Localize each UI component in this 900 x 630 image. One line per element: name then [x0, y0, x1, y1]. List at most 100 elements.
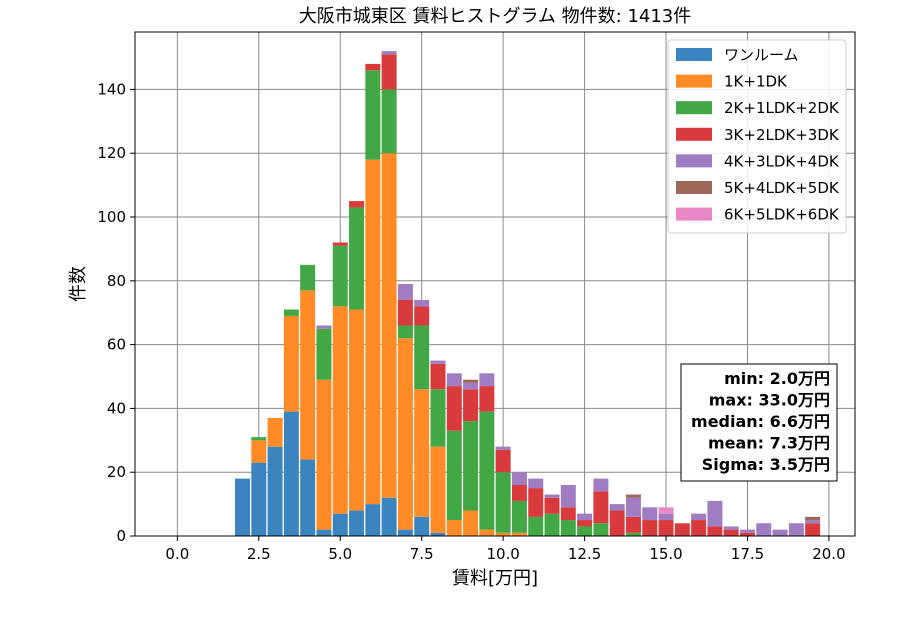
bar-s4-b26 [658, 513, 674, 521]
bar-s2-b4 [300, 264, 316, 291]
x-tick-label-8: 20.0 [812, 545, 845, 563]
bar-s2-b13 [446, 430, 462, 521]
stats-box-frame [680, 363, 838, 482]
bar-s4-b28 [691, 513, 707, 521]
bar-s0-b1 [251, 462, 267, 536]
bar-s3-b20 [560, 507, 576, 521]
bar-s1-b8 [365, 159, 381, 505]
y-tick-label-7: 140 [97, 80, 126, 98]
bar-s5-b35 [805, 516, 821, 521]
bar-s2-b3 [283, 309, 299, 316]
bar-s2-b10 [397, 325, 413, 339]
legend-swatch-4 [676, 154, 712, 168]
bar-s4-b15 [479, 373, 495, 387]
bar-s0-b6 [332, 513, 348, 536]
stats-line-1: max: 33.0万円 [709, 391, 830, 410]
bar-s3-b14 [463, 389, 479, 422]
stats-line-0: min: 2.0万円 [724, 369, 830, 388]
bar-s1-b6 [332, 306, 348, 514]
bar-s0-b0 [235, 478, 251, 536]
bar-s0-b5 [316, 529, 332, 536]
bar-s0-b2 [267, 446, 283, 536]
bar-s1-b9 [381, 153, 397, 498]
bar-s3-b9 [381, 54, 397, 90]
bar-s3-b21 [577, 520, 593, 527]
x-tick-label-4: 10.0 [486, 545, 519, 563]
stats-line-2: median: 6.6万円 [691, 412, 830, 431]
stats-box: min: 2.0万円 max: 33.0万円 median: 6.6万円 mean: … [680, 363, 838, 482]
bar-s4-b29 [707, 500, 723, 527]
bar-s3-b31 [739, 532, 755, 536]
bar-s4-b19 [544, 494, 560, 498]
y-tick-label-1: 20 [107, 463, 126, 481]
bar-s3-b25 [642, 520, 658, 536]
bar-s3-b17 [511, 484, 527, 501]
bar-s3-b28 [691, 520, 707, 536]
legend-label-3: 3K+2LDK+3DK [724, 126, 840, 144]
bar-s6-b26 [658, 507, 674, 514]
bar-s0-b9 [381, 497, 397, 536]
bar-s0-b7 [349, 510, 365, 536]
bar-s1-b14 [463, 510, 479, 536]
bar-s2-b19 [544, 513, 560, 536]
bars-group [235, 51, 821, 536]
bar-s4-b31 [739, 529, 755, 533]
chart-title: 大阪市城東区 賃料ヒストグラム 物件数: 1413件 [299, 6, 692, 27]
bar-s1-b2 [267, 417, 283, 447]
bar-s3-b10 [397, 299, 413, 326]
x-tick-label-3: 7.5 [410, 545, 434, 563]
legend-label-0: ワンルーム [724, 46, 799, 64]
bar-s3-b12 [430, 363, 446, 390]
bar-s1-b15 [479, 529, 495, 536]
bar-s2-b15 [479, 411, 495, 530]
x-axis-label: 賃料[万円] [452, 568, 538, 589]
bar-s2-b22 [593, 523, 609, 536]
legend-swatch-3 [676, 127, 712, 141]
bar-s4-b25 [642, 507, 658, 521]
legend-label-6: 6K+5LDK+6DK [724, 206, 840, 224]
legend-label-5: 5K+4LDK+5DK [724, 179, 840, 197]
y-tick-label-2: 40 [107, 399, 126, 417]
bar-s2-b17 [511, 500, 527, 533]
bar-s4-b18 [528, 478, 544, 489]
bar-s2-b6 [332, 245, 348, 307]
x-tick-label-1: 2.5 [247, 545, 271, 563]
bar-s4-b5 [316, 325, 332, 329]
legend-swatch-0 [676, 48, 712, 61]
bar-s1-b17 [511, 532, 527, 536]
bar-s3-b27 [674, 523, 690, 536]
y-tick-label-4: 80 [107, 272, 126, 290]
bar-s4-b14 [463, 382, 479, 390]
bar-s4-b12 [430, 360, 446, 364]
bar-s4-b17 [511, 472, 527, 485]
bar-s1-b7 [349, 309, 365, 511]
bar-s1-b5 [316, 379, 332, 530]
x-tick-label-7: 17.5 [731, 545, 764, 563]
bar-s4-b24 [625, 497, 641, 517]
bar-s2-b11 [414, 325, 430, 390]
bar-s4-b10 [397, 284, 413, 300]
bar-s3-b18 [528, 488, 544, 517]
bar-s2-b8 [365, 70, 381, 160]
bar-s2-b14 [463, 421, 479, 511]
bar-s5-b14 [463, 379, 479, 383]
bar-s2-b9 [381, 89, 397, 154]
bar-s1-b13 [446, 520, 462, 536]
bar-s1-b11 [414, 389, 430, 517]
bar-s3-b11 [414, 306, 430, 326]
legend-swatch-6 [676, 207, 712, 221]
bar-s1-b1 [251, 440, 267, 463]
bar-s3-b6 [332, 242, 348, 246]
bar-s4-b20 [560, 484, 576, 508]
bar-s4-b30 [723, 526, 739, 530]
bar-s2-b5 [316, 328, 332, 380]
legend-swatch-5 [676, 181, 712, 194]
x-tick-label-2: 5.0 [328, 545, 352, 563]
bar-s0-b4 [300, 459, 316, 536]
bar-s0-b10 [397, 529, 413, 536]
bar-s0-b12 [430, 532, 446, 536]
bar-s4-b11 [414, 299, 430, 307]
bar-s2-b18 [528, 516, 544, 536]
bar-s4-b22 [593, 478, 609, 492]
